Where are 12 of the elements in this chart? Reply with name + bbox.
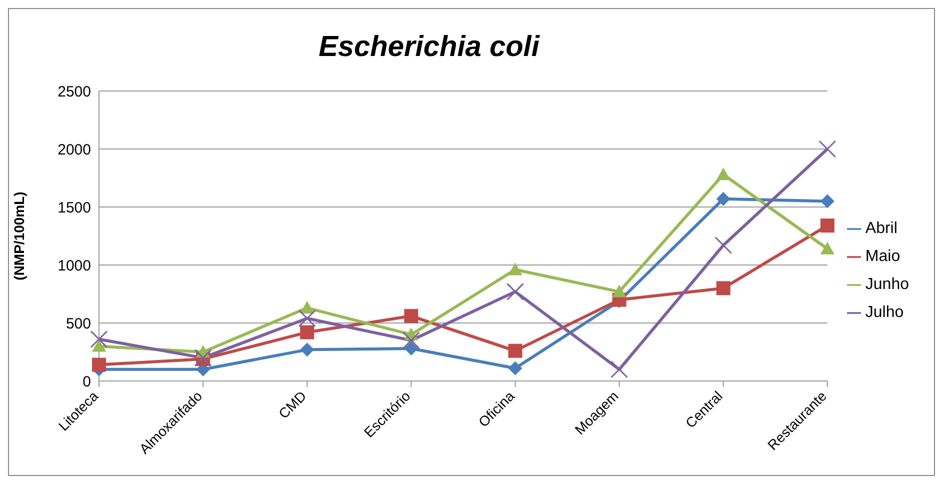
y-axis-title: (NMP/100mL) [10, 192, 27, 280]
y-tick-label: 1500 [58, 199, 91, 216]
legend-label: Julho [865, 304, 904, 321]
legend-label: Junho [865, 276, 909, 293]
legend-label: Abril [865, 220, 898, 237]
chart-title: Escherichia coli [318, 31, 541, 64]
y-tick-label: 1000 [58, 257, 91, 274]
y-tick-label: 2500 [58, 83, 91, 100]
y-tick-label: 2000 [58, 141, 91, 158]
y-tick-label: 500 [66, 315, 91, 332]
y-tick-label: 0 [82, 373, 91, 390]
legend-label: Maio [865, 248, 900, 265]
